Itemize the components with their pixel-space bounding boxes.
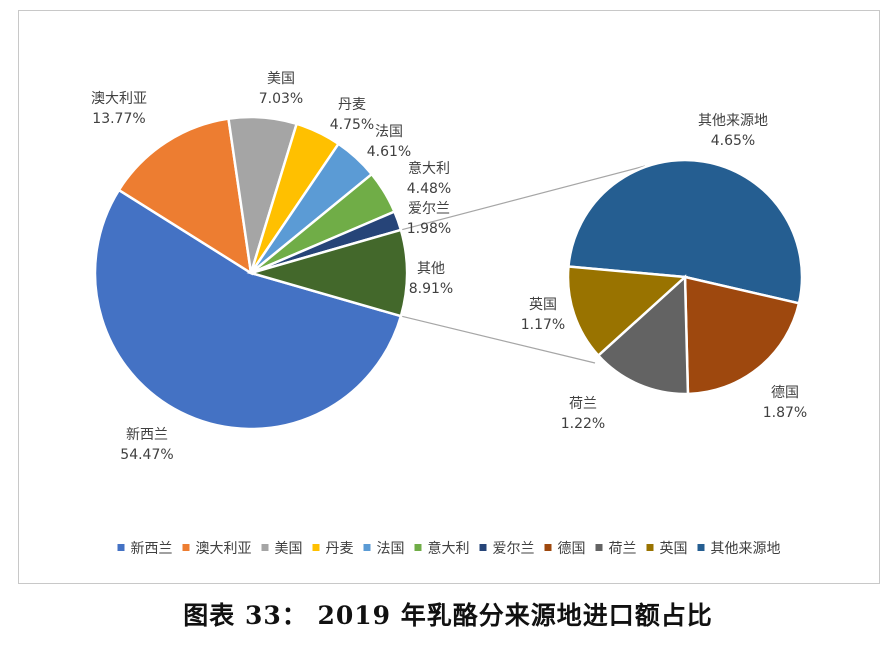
- legend-swatch-0: [117, 544, 125, 551]
- main-label-value-7: 8.91%: [409, 281, 453, 297]
- main-label-name-1: 澳大利亚: [91, 91, 147, 107]
- legend-label-5: 意大利: [428, 540, 470, 557]
- secondary-slice-3: [566, 265, 688, 358]
- legend-label-10: 其他来源地: [711, 541, 781, 557]
- main-label-name-2: 美国: [267, 71, 295, 87]
- secondary-label-value-2: 1.22%: [561, 416, 605, 432]
- main-label-name-3: 丹麦: [338, 97, 366, 113]
- main-label-value-4: 4.61%: [367, 144, 411, 160]
- main-label-name-7: 其他: [417, 261, 445, 277]
- chart-frame: 新西兰 54.47% 澳大利亚 13.77% 美国 7.03% 丹麦 4.75% 法国 4.61%…: [18, 10, 880, 584]
- secondary-label-value-1: 1.87%: [763, 405, 807, 421]
- secondary-label-value-0: 4.65%: [711, 133, 755, 149]
- legend-swatch-5: [414, 544, 422, 551]
- main-label-name-0: 新西兰: [126, 427, 168, 443]
- main-slice-0: [93, 188, 403, 431]
- legend-label-9: 英国: [660, 540, 688, 557]
- connector-line-bottom: [400, 315, 596, 364]
- legend: 新西兰 澳大利亚 美国 丹麦 法国 意大利 爱尔兰 德国 荷兰 英国 其他来源地: [117, 540, 781, 557]
- legend-swatch-1: [182, 544, 190, 551]
- secondary-slice-2: [596, 274, 690, 396]
- legend-swatch-10: [697, 544, 705, 551]
- secondary-label-name-2: 荷兰: [569, 396, 597, 412]
- legend-swatch-9: [646, 544, 654, 551]
- data-labels: 新西兰 54.47% 澳大利亚 13.77% 美国 7.03% 丹麦 4.75% 法国 4.61%…: [91, 71, 807, 463]
- legend-swatch-8: [595, 544, 603, 551]
- legend-label-0: 新西兰: [131, 541, 173, 557]
- legend-swatch-4: [363, 544, 371, 551]
- secondary-pie: [566, 158, 804, 396]
- main-label-value-1: 13.77%: [92, 111, 145, 127]
- main-slice-7: [246, 228, 409, 318]
- legend-swatch-7: [544, 544, 552, 551]
- main-label-name-4: 法国: [375, 124, 403, 140]
- main-label-value-2: 7.03%: [259, 91, 303, 107]
- legend-label-2: 美国: [275, 541, 303, 557]
- legend-label-3: 丹麦: [326, 541, 354, 557]
- main-label-value-6: 1.98%: [407, 221, 451, 237]
- secondary-label-name-0: 其他来源地: [698, 113, 768, 129]
- connector-line-top: [400, 165, 646, 231]
- main-label-name-5: 意大利: [408, 160, 450, 177]
- figure-caption: 图表 33： 2019 年乳酪分来源地进口额占比: [183, 601, 713, 630]
- secondary-label-value-3: 1.17%: [521, 317, 565, 333]
- main-slice-1: [117, 117, 253, 276]
- legend-label-8: 荷兰: [609, 541, 637, 557]
- legend-swatch-6: [479, 544, 487, 551]
- main-label-value-0: 54.47%: [120, 447, 173, 463]
- secondary-slice-1: [683, 275, 801, 396]
- secondary-label-name-1: 德国: [771, 385, 799, 401]
- legend-swatch-2: [261, 544, 269, 551]
- main-pie: [93, 115, 409, 431]
- main-label-value-5: 4.48%: [407, 181, 451, 197]
- main-label-value-3: 4.75%: [330, 117, 374, 133]
- main-label-name-6: 爱尔兰: [408, 201, 450, 217]
- legend-label-1: 澳大利亚: [196, 541, 252, 557]
- secondary-slice-0: [567, 158, 804, 305]
- legend-label-6: 爱尔兰: [493, 541, 535, 557]
- connector-lines: [400, 165, 646, 364]
- legend-swatch-3: [312, 544, 320, 551]
- legend-label-7: 德国: [558, 541, 586, 557]
- legend-label-4: 法国: [377, 541, 405, 557]
- secondary-label-name-3: 英国: [529, 296, 557, 313]
